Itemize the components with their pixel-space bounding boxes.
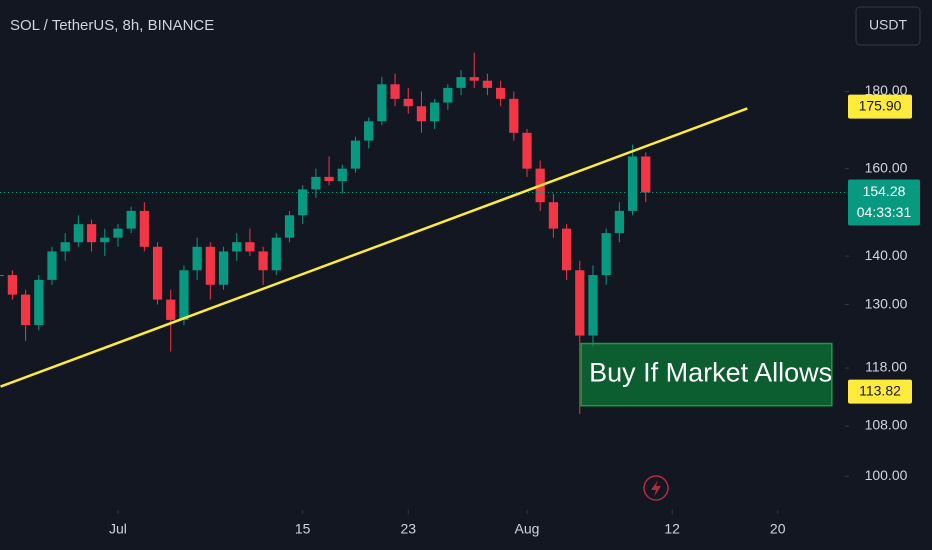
candle-body [205,246,215,285]
candle-body [20,294,31,326]
candle-body [152,246,163,300]
candle-body [232,242,242,252]
last-price-box [848,179,920,226]
candle-body [86,224,97,243]
y-tick-label: 140.00 [865,247,908,263]
price-label-box [848,379,912,404]
candle-body [258,251,268,271]
y-tick-label: 160.00 [865,159,908,175]
candle-body [627,156,638,211]
candle-body [364,121,374,141]
candle-body [561,228,572,271]
x-tick-label: Aug [515,521,540,537]
candle-body [456,77,466,88]
candle-body [271,237,281,271]
x-tick-label: 23 [400,521,416,537]
candle-body [416,106,427,122]
candle-body [218,251,229,285]
y-tick-label: 108.00 [865,417,908,433]
trendline [0,107,748,388]
x-tick-label: 20 [770,521,786,537]
candle-body [139,210,149,247]
candle-body [34,279,44,326]
candle-body [179,270,189,320]
candle-body [495,87,506,99]
currency-button[interactable] [855,6,921,46]
candle-body [377,84,387,122]
candles [0,52,651,415]
candle-body [350,140,361,169]
price-label-box [848,94,912,119]
candle-body [443,87,453,103]
x-tick-label: Jul [109,521,127,537]
candle-body [522,132,532,169]
candle-body [73,224,83,243]
candle-body [614,210,624,234]
price-label: 175.90 [859,97,902,113]
chart-title: SOL / TetherUS, 8h, BINANCE [10,17,214,34]
candle-body [60,242,70,252]
candle-body [192,246,202,271]
candle-body [7,275,18,295]
candle-body [641,156,651,193]
candle-body [403,98,413,107]
annotation-box [580,342,833,407]
candle-body [482,80,493,88]
candle-body [245,242,255,252]
candle-body [601,233,611,276]
y-tick-label: 100.00 [865,467,908,483]
y-tick-label: 180.00 [865,82,908,98]
y-tick-label: 118.00 [865,359,907,375]
currency-label[interactable]: USDT [869,17,908,33]
x-tick-label: 12 [664,521,680,537]
candle-body [298,189,308,216]
candle-body [100,237,110,243]
countdown-label: 04:33:31 [857,204,912,220]
candle-body [390,84,400,99]
price-label: 113.82 [859,382,901,398]
x-tick-label: 15 [295,521,311,537]
y-tick-label: 130.00 [865,295,908,311]
candle-body [430,102,440,122]
candle-body [548,202,559,229]
candle-body [166,299,176,320]
candle-body [324,176,334,182]
annotation-text: Buy If Market Allows [589,358,832,388]
last-price-label: 154.28 [863,183,906,199]
candle-body [588,275,598,336]
candle-body [469,77,479,81]
candle-body [311,176,321,190]
candle-body [0,275,4,277]
candle-body [284,215,295,238]
logo[interactable] [643,475,669,501]
candle-body [47,251,57,280]
candle-body [113,228,123,238]
candle-body [126,210,136,229]
candle-body [337,168,347,182]
candle-body [575,270,585,336]
candle-body [509,98,519,133]
